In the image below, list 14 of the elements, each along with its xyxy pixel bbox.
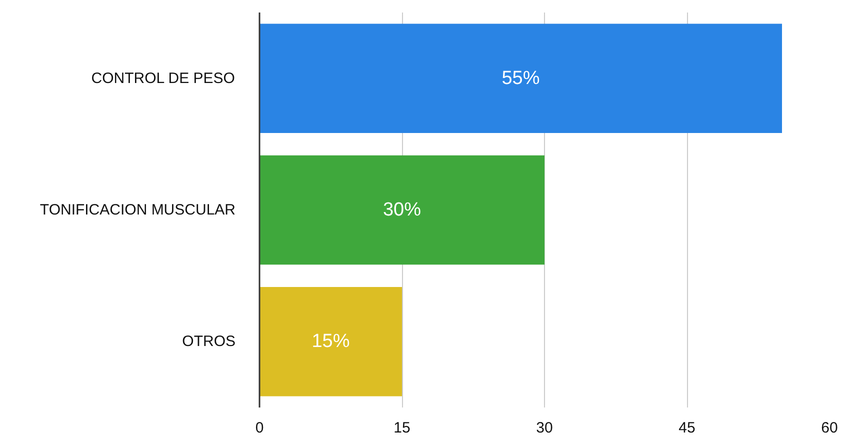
x-tick-label: 60 [821, 420, 838, 435]
bar [260, 155, 544, 265]
y-tick-label: OTROS [182, 333, 236, 350]
x-tick-label: 0 [255, 420, 264, 435]
x-tick-label: 30 [536, 420, 553, 435]
bar [260, 24, 782, 133]
bar [260, 287, 402, 396]
x-tick-label: 45 [678, 420, 696, 435]
data-label: 15% [312, 331, 350, 352]
y-tick-label: CONTROL DE PESO [91, 70, 235, 87]
data-label: 55% [502, 68, 540, 89]
x-tick-label: 15 [394, 420, 410, 435]
y-tick-label: TONIFICACION MUSCULAR [40, 202, 236, 218]
data-label: 30% [382, 200, 422, 220]
